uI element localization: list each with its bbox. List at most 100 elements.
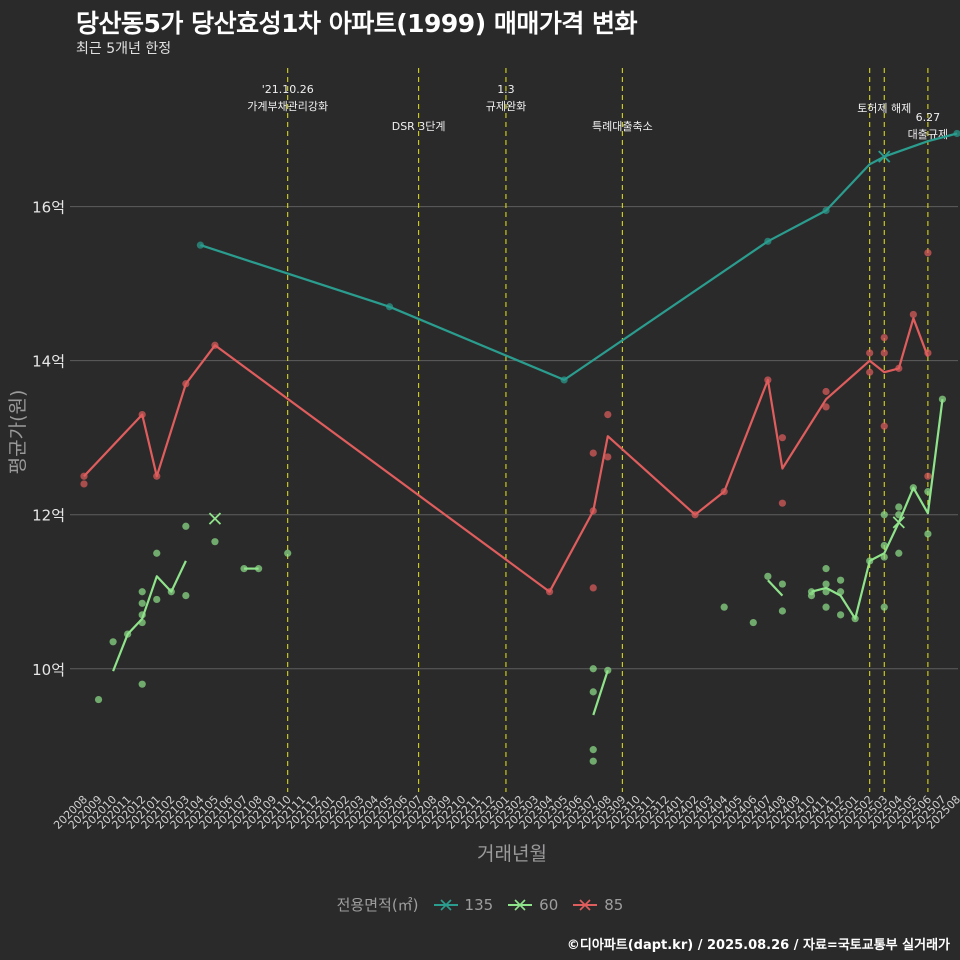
- event-label: 대출규제: [908, 128, 948, 141]
- legend-label-135: 135: [464, 895, 494, 914]
- data-point-60: [604, 666, 612, 674]
- data-point-85: [895, 364, 903, 372]
- data-point-60: [109, 638, 117, 646]
- data-point-60: [778, 607, 787, 615]
- data-point-60: [866, 557, 874, 565]
- y-tick-label: 14억: [32, 353, 65, 371]
- data-point-60: [880, 511, 888, 519]
- data-point-85: [589, 584, 597, 592]
- data-point-60: [807, 588, 816, 596]
- data-point-85: [546, 588, 554, 596]
- data-point-60: [895, 549, 903, 557]
- data-point-60: [837, 576, 845, 584]
- data-point-60: [924, 488, 932, 496]
- event-label: 특례대출축소: [592, 120, 653, 133]
- x-marker-135: [878, 150, 891, 163]
- event-label: 가계부채관리강화: [247, 100, 328, 113]
- x-axis-ticks: 2020082020092020102020112020122021012021…: [51, 793, 960, 832]
- legend-swatch-85: [573, 898, 598, 911]
- data-point-60: [284, 549, 292, 557]
- data-point-60: [822, 565, 830, 573]
- legend-label-60: 60: [539, 895, 559, 914]
- data-point-60: [182, 591, 190, 600]
- line-layer: [83, 132, 958, 716]
- data-point-60: [182, 522, 190, 530]
- legend-item-85: 85: [572, 896, 623, 914]
- data-point-60: [94, 695, 103, 704]
- data-point-85: [880, 349, 888, 357]
- legend: 전용면적(㎡) 135 60 85: [0, 894, 960, 915]
- data-point-85: [80, 472, 88, 480]
- event-label: 6.27: [916, 111, 941, 124]
- chart-subtitle: 최근 5개년 한정: [76, 41, 172, 57]
- series-line-60: [811, 399, 944, 620]
- series-line-60: [592, 669, 609, 716]
- data-point-60: [138, 680, 146, 688]
- data-point-85: [866, 368, 874, 376]
- event-label: 1.3: [497, 83, 515, 96]
- data-point-85: [589, 507, 597, 515]
- y-axis-ticks: 10억 12억 14억 16억: [32, 199, 65, 679]
- data-point-85: [778, 434, 787, 442]
- data-point-135: [953, 129, 960, 138]
- data-point-85: [589, 449, 597, 457]
- data-point-85: [138, 410, 146, 419]
- data-point-60: [909, 484, 917, 492]
- x-marker-60: [892, 516, 905, 529]
- source-caption: ©디아파트(dapt.kr) / 2025.08.26 / 자료=국토교통부 실…: [566, 938, 950, 953]
- data-point-60: [589, 665, 597, 673]
- x-axis-title: 거래년월: [477, 843, 547, 865]
- point-layer: [80, 129, 960, 765]
- y-tick-label: 12억: [32, 507, 65, 525]
- data-point-60: [778, 580, 787, 588]
- data-point-60: [255, 565, 263, 573]
- data-point-85: [691, 511, 699, 519]
- data-point-60: [837, 588, 845, 596]
- data-point-135: [764, 237, 772, 245]
- legend-label-85: 85: [604, 895, 624, 914]
- series-line-135: [200, 132, 958, 381]
- data-point-60: [167, 588, 175, 596]
- legend-item-135: 135: [433, 895, 494, 914]
- data-point-85: [182, 380, 190, 388]
- data-point-85: [80, 480, 88, 488]
- data-point-60: [589, 757, 597, 765]
- grid-layer: [70, 206, 958, 670]
- series-line-60: [112, 560, 187, 672]
- data-point-60: [822, 603, 830, 611]
- series-line-60: [767, 579, 784, 597]
- data-point-135: [196, 241, 204, 249]
- data-point-60: [240, 565, 248, 573]
- data-point-135: [385, 303, 394, 311]
- data-point-60: [153, 595, 161, 604]
- data-point-60: [124, 630, 132, 638]
- legend-swatch-135: [433, 898, 458, 911]
- data-point-85: [604, 410, 612, 419]
- data-point-60: [938, 395, 947, 403]
- data-point-85: [778, 499, 787, 507]
- data-point-60: [880, 603, 888, 611]
- data-point-60: [895, 503, 903, 511]
- data-point-60: [764, 572, 772, 580]
- data-point-85: [880, 422, 888, 430]
- legend-swatch-60: [508, 898, 533, 911]
- y-tick-label: 16억: [32, 199, 65, 217]
- data-point-85: [764, 376, 772, 384]
- data-point-60: [138, 618, 146, 627]
- data-point-60: [837, 611, 845, 619]
- data-point-85: [211, 341, 219, 349]
- data-point-85: [822, 387, 830, 396]
- data-point-60: [589, 688, 597, 696]
- data-point-85: [604, 453, 612, 461]
- data-point-85: [880, 333, 888, 342]
- x-marker-60: [208, 512, 222, 525]
- data-point-135: [560, 376, 568, 384]
- data-point-60: [138, 599, 146, 607]
- event-label: '21.10.26: [262, 83, 314, 96]
- legend-item-60: 60: [507, 896, 558, 914]
- data-point-60: [851, 615, 859, 623]
- data-point-85: [822, 403, 830, 411]
- data-point-60: [895, 511, 903, 519]
- data-point-85: [924, 349, 932, 357]
- data-point-60: [822, 580, 830, 588]
